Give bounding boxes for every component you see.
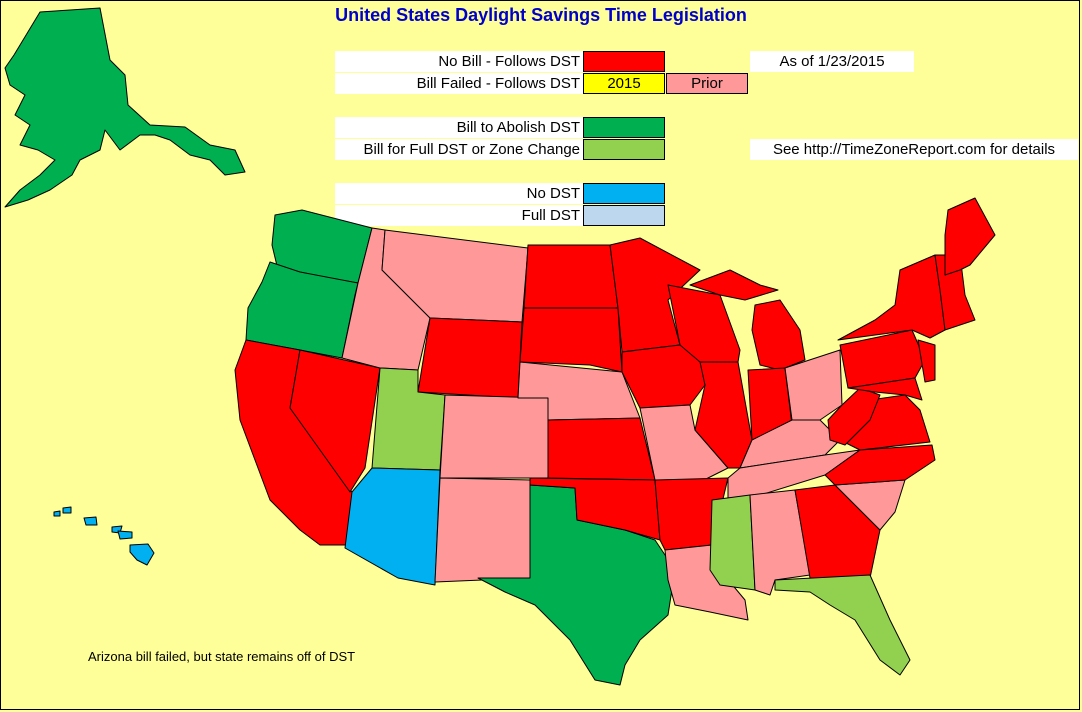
legend-swatch-abolish: [583, 117, 665, 138]
state-NJ: [917, 339, 936, 383]
state-HI-6: [129, 543, 155, 566]
state-MS: [709, 494, 756, 591]
state-WV: [827, 387, 881, 446]
see-details-note: See http://TimeZoneReport.com for detail…: [750, 139, 1078, 160]
legend-label-no-bill: No Bill - Follows DST: [335, 51, 583, 72]
state-SD: [519, 307, 623, 373]
state-KS: [547, 417, 656, 481]
legend-swatch-2015: 2015: [583, 73, 665, 94]
state-HI-3: [83, 516, 98, 526]
legend-label-abolish: Bill to Abolish DST: [335, 117, 583, 138]
state-FL: [774, 574, 911, 676]
state-GA: [794, 484, 881, 579]
state-ND: [523, 244, 619, 309]
state-WY: [417, 317, 523, 399]
legend-label-full-dst-zone: Bill for Full DST or Zone Change: [335, 139, 583, 160]
as-of-date: As of 1/23/2015: [750, 51, 914, 72]
state-PA: [839, 329, 926, 389]
state-NC: [824, 444, 936, 486]
state-AZ: [344, 467, 441, 586]
page-title: United States Daylight Savings Time Legi…: [335, 5, 747, 25]
state-MD: [847, 377, 923, 401]
state-MN: [609, 237, 701, 353]
state-IL: [694, 361, 753, 469]
state-NY: [837, 254, 946, 341]
legend-swatch-full-dst-zone: [583, 139, 665, 160]
state-MI: [751, 299, 806, 371]
legend-label-full-dst: Full DST: [335, 205, 583, 226]
legend-swatch-no-bill: [583, 51, 665, 72]
state-OR: [245, 261, 359, 359]
state-ME: [944, 197, 996, 276]
state-HI-5: [117, 530, 133, 540]
state-AK: [4, 7, 246, 208]
state-OH: [784, 349, 843, 421]
state-HI-1: [53, 510, 61, 517]
state-CO: [439, 394, 549, 479]
legend-swatch-full-dst: [583, 205, 665, 226]
state-MI-UP: [689, 269, 779, 301]
legend-swatch-no-dst: [583, 183, 665, 204]
arizona-footnote: Arizona bill failed, but state remains o…: [88, 649, 356, 664]
legend-label-bill-failed: Bill Failed - Follows DST: [335, 73, 583, 94]
state-HI-2: [62, 506, 72, 514]
state-NM: [434, 477, 531, 583]
legend-label-no-dst: No DST: [335, 183, 583, 204]
legend-swatch-prior: Prior: [666, 73, 748, 94]
